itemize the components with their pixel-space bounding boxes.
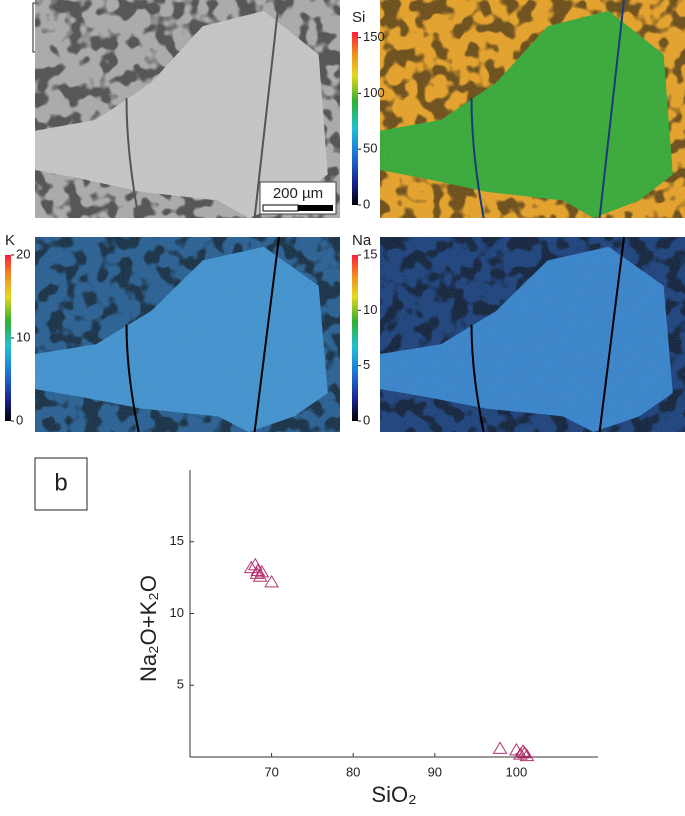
point <box>517 745 532 759</box>
colorbar-tick-label: 15 <box>363 246 377 261</box>
crack <box>253 0 280 219</box>
element-label: Si <box>352 9 365 26</box>
crack <box>253 236 280 433</box>
colorbar <box>352 255 358 421</box>
map-noise <box>35 237 340 432</box>
colorbar-tick-label: 0 <box>363 412 370 427</box>
colorbar-tick-label: 0 <box>16 412 23 427</box>
map-image <box>380 236 685 433</box>
x-axis-label: SiO₂ <box>371 782 416 807</box>
crack <box>125 324 140 433</box>
point <box>519 748 535 762</box>
x-tick-label: 100 <box>506 764 528 779</box>
map-noise <box>380 0 685 218</box>
label-box <box>34 457 88 511</box>
point <box>250 563 266 576</box>
crack <box>470 98 485 219</box>
colorbar-tick-label: 10 <box>16 329 30 344</box>
point <box>249 566 265 579</box>
colorbar-tick-label: 100 <box>363 85 385 100</box>
crack <box>125 98 140 219</box>
colorbar-tick-label: 20 <box>16 246 30 261</box>
crack <box>598 236 625 433</box>
x-tick-label: 80 <box>346 764 360 779</box>
point <box>264 574 279 588</box>
point <box>513 747 528 760</box>
x-tick-label: 90 <box>428 764 442 779</box>
y-tick-label: 5 <box>177 677 184 692</box>
point <box>252 569 268 582</box>
map-noise <box>380 237 685 432</box>
crack <box>598 0 625 219</box>
map-image <box>380 0 685 219</box>
x-tick-label: 70 <box>264 764 278 779</box>
y-tick-label: 10 <box>170 605 184 620</box>
crack <box>470 324 485 433</box>
point <box>254 564 270 578</box>
y-axis-label: Na₂O+K₂O <box>136 575 161 682</box>
colorbar <box>5 255 11 421</box>
scale-bar <box>262 204 299 212</box>
scale-bar <box>298 205 333 211</box>
scale-bar-label: 200 µm <box>273 185 323 202</box>
colorbar-tick-label: 5 <box>363 357 370 372</box>
point <box>492 741 508 754</box>
colorbar-tick-label: 0 <box>363 196 370 211</box>
element-label: K <box>5 232 15 249</box>
panel-label: b <box>54 469 67 496</box>
map-image <box>35 236 340 433</box>
map-image <box>35 0 340 219</box>
colorbar-tick-label: 50 <box>363 141 377 156</box>
colorbar-tick-label: 10 <box>363 302 377 317</box>
point <box>243 560 259 574</box>
y-tick-label: 15 <box>170 533 184 548</box>
element-label: Na <box>352 232 372 249</box>
colorbar <box>352 32 358 205</box>
colorbar-tick-label: 150 <box>363 29 385 44</box>
